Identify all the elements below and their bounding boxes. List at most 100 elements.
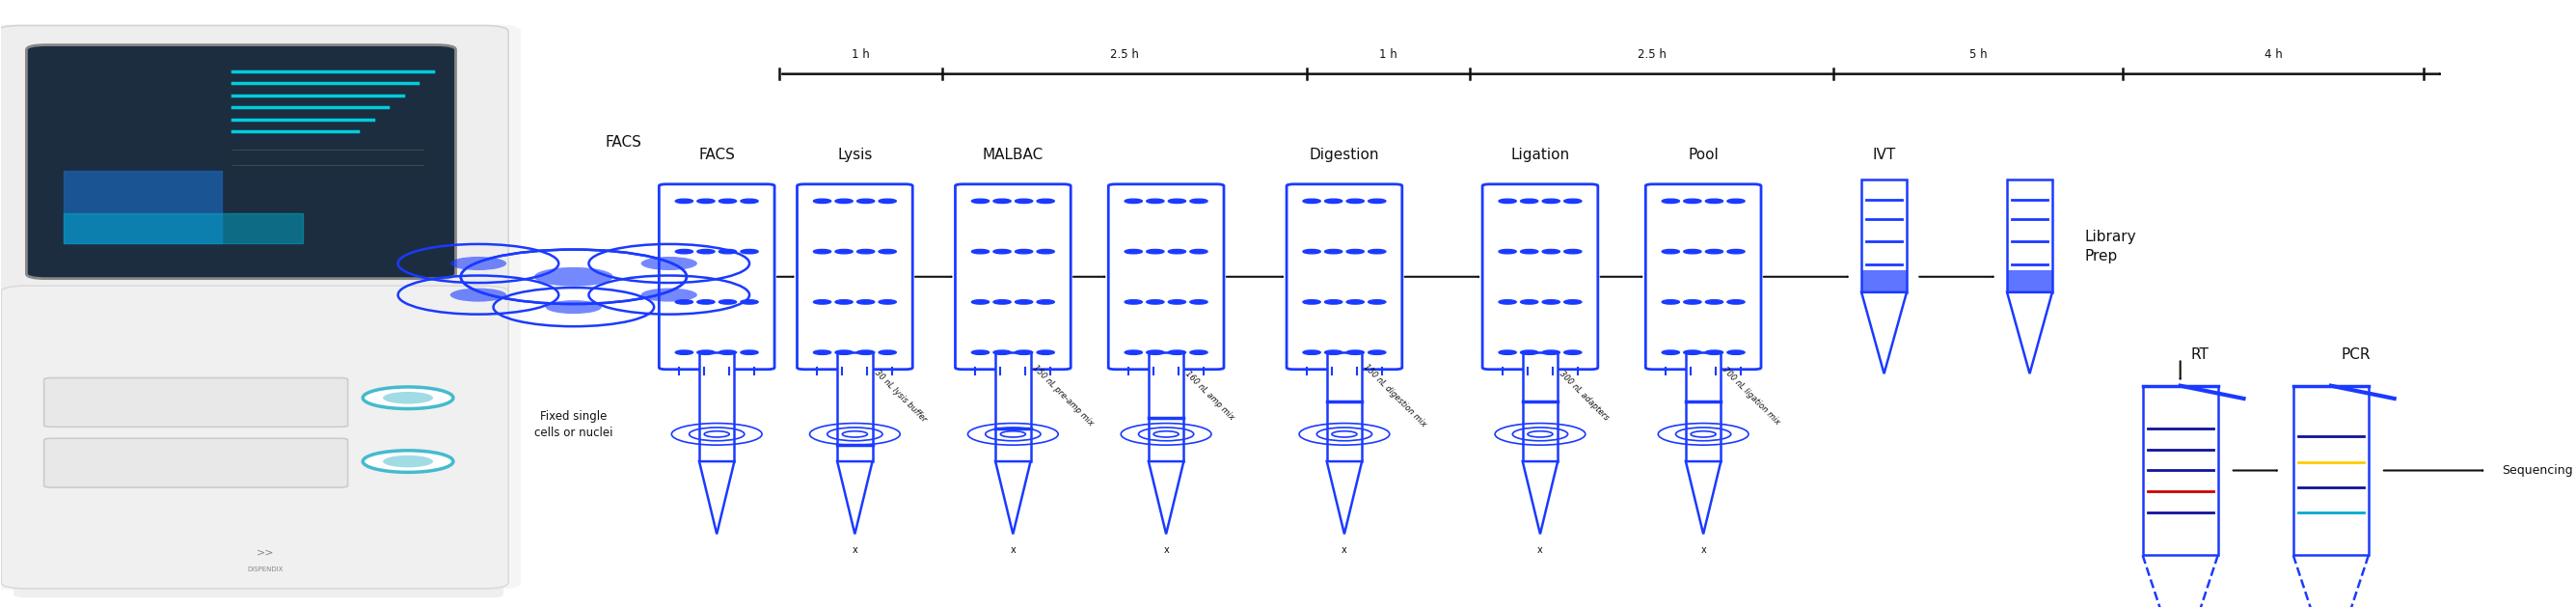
Polygon shape [1327, 461, 1363, 534]
Circle shape [878, 249, 896, 254]
Text: Lysis: Lysis [837, 147, 873, 162]
FancyBboxPatch shape [26, 45, 456, 278]
Bar [994, 353, 1030, 461]
Text: Sequencing: Sequencing [2501, 464, 2573, 477]
Circle shape [1303, 300, 1321, 304]
Bar [1685, 353, 1721, 461]
Circle shape [994, 300, 1010, 304]
Text: MALBAC: MALBAC [981, 147, 1043, 162]
FancyBboxPatch shape [0, 26, 507, 310]
Circle shape [1705, 300, 1723, 304]
Bar [698, 353, 734, 461]
Circle shape [858, 350, 873, 354]
Circle shape [1324, 199, 1342, 203]
Bar [1862, 180, 1906, 292]
Circle shape [1015, 199, 1033, 203]
Circle shape [1520, 249, 1538, 254]
FancyBboxPatch shape [0, 24, 520, 590]
Text: 300 nL adapters: 300 nL adapters [1558, 370, 1610, 423]
Circle shape [1543, 249, 1561, 254]
Circle shape [1126, 350, 1141, 354]
FancyBboxPatch shape [13, 567, 502, 598]
Circle shape [719, 350, 737, 354]
Text: x: x [1700, 545, 1705, 554]
Text: 30 nL lysis buffer: 30 nL lysis buffer [873, 368, 927, 424]
Circle shape [719, 300, 737, 304]
Circle shape [1303, 350, 1321, 354]
Circle shape [814, 300, 832, 304]
FancyBboxPatch shape [1108, 184, 1224, 370]
Text: 150 nL digestion mix: 150 nL digestion mix [1363, 363, 1427, 429]
Circle shape [675, 350, 693, 354]
Polygon shape [2007, 292, 2053, 373]
Text: x: x [1342, 545, 1347, 554]
Circle shape [858, 300, 873, 304]
Text: Library
Prep: Library Prep [2084, 230, 2136, 263]
Circle shape [1303, 199, 1321, 203]
Circle shape [858, 249, 873, 254]
Circle shape [1705, 199, 1723, 203]
Text: Ligation: Ligation [1510, 147, 1569, 162]
Circle shape [814, 350, 832, 354]
Circle shape [994, 350, 1010, 354]
Text: PCR: PCR [2342, 347, 2370, 362]
Circle shape [1347, 249, 1365, 254]
FancyBboxPatch shape [44, 438, 348, 488]
Circle shape [1564, 249, 1582, 254]
Circle shape [1036, 199, 1054, 203]
Circle shape [1190, 199, 1208, 203]
Bar [2007, 180, 2053, 292]
Circle shape [1368, 350, 1386, 354]
Circle shape [675, 249, 693, 254]
Circle shape [835, 350, 853, 354]
FancyBboxPatch shape [956, 184, 1072, 370]
FancyBboxPatch shape [659, 184, 775, 370]
Circle shape [1036, 300, 1054, 304]
Text: Fixed single
cells or nuclei: Fixed single cells or nuclei [533, 410, 613, 439]
FancyBboxPatch shape [796, 184, 912, 370]
Polygon shape [1685, 461, 1721, 534]
Polygon shape [1862, 292, 1906, 373]
Circle shape [451, 288, 507, 302]
Text: FACS: FACS [698, 147, 734, 162]
Circle shape [1190, 300, 1208, 304]
Circle shape [641, 257, 698, 270]
Text: 1 h: 1 h [1378, 48, 1396, 61]
Circle shape [1726, 300, 1744, 304]
Circle shape [1303, 249, 1321, 254]
Circle shape [1347, 199, 1365, 203]
Circle shape [675, 300, 693, 304]
Text: 2.5 h: 2.5 h [1638, 48, 1667, 61]
Circle shape [719, 199, 737, 203]
Bar [1327, 353, 1363, 461]
Circle shape [1499, 199, 1517, 203]
Circle shape [971, 350, 989, 354]
Circle shape [363, 387, 453, 409]
Text: x: x [1010, 545, 1015, 554]
Circle shape [1564, 199, 1582, 203]
Bar [1149, 353, 1185, 461]
Circle shape [1347, 350, 1365, 354]
Circle shape [1324, 300, 1342, 304]
Text: 5 h: 5 h [1968, 48, 1986, 61]
Circle shape [1726, 350, 1744, 354]
Text: Digestion: Digestion [1309, 147, 1378, 162]
Circle shape [1368, 199, 1386, 203]
Circle shape [971, 199, 989, 203]
Circle shape [1520, 350, 1538, 354]
Circle shape [1685, 350, 1700, 354]
Circle shape [1685, 249, 1700, 254]
Text: IVT: IVT [1873, 147, 1896, 162]
FancyBboxPatch shape [1481, 184, 1597, 370]
Circle shape [1036, 350, 1054, 354]
Circle shape [1662, 300, 1680, 304]
Circle shape [1324, 350, 1342, 354]
Circle shape [698, 350, 714, 354]
Polygon shape [1522, 461, 1558, 534]
Circle shape [1564, 350, 1582, 354]
Circle shape [698, 199, 714, 203]
Circle shape [1543, 350, 1561, 354]
FancyBboxPatch shape [1285, 184, 1401, 370]
Text: 4 h: 4 h [2264, 48, 2282, 61]
Circle shape [1520, 199, 1538, 203]
